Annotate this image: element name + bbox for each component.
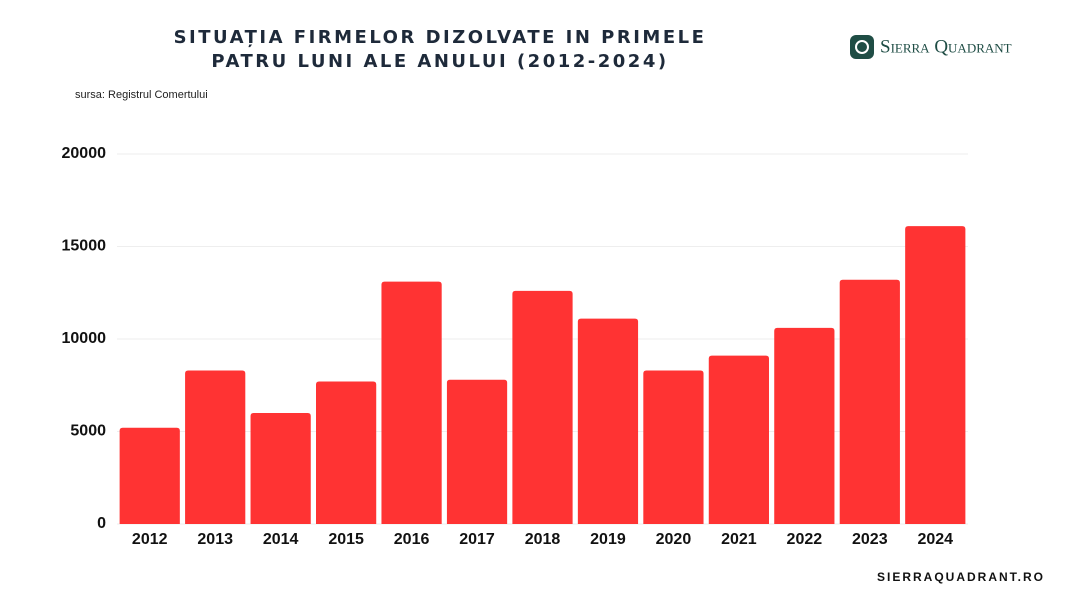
- y-tick-label: 0: [97, 515, 106, 532]
- logo-icon: [850, 35, 874, 59]
- x-tick-label: 2012: [132, 531, 168, 548]
- bar: [185, 370, 246, 524]
- bar: [446, 379, 508, 524]
- chart-subtitle: sursa: Registrul Comertului: [75, 89, 208, 101]
- bar: [839, 279, 900, 524]
- bar: [381, 281, 442, 524]
- brand-logo: Sierra Quadrant: [850, 35, 1012, 59]
- bar: [708, 355, 769, 524]
- bar: [774, 327, 835, 524]
- logo-icon-mark: [855, 40, 869, 54]
- x-tick-label: 2021: [721, 531, 757, 548]
- chart-title: PATRU LUNI ALE ANULUI (2012-2024): [211, 51, 668, 72]
- x-tick-label: 2023: [852, 531, 888, 548]
- y-tick-label: 20000: [62, 145, 107, 162]
- footer: SIERRAQUADRANT.RO: [877, 570, 1045, 584]
- bar: [905, 226, 966, 524]
- x-tick-label: 2018: [525, 531, 561, 548]
- bar: [316, 381, 377, 524]
- bar: [643, 370, 704, 524]
- x-tick-label: 2013: [197, 531, 233, 548]
- x-tick-label: 2020: [656, 531, 692, 548]
- brand-name: Sierra Quadrant: [880, 36, 1012, 57]
- bar: [512, 290, 573, 524]
- x-tick-label: 2015: [328, 531, 364, 548]
- x-tick-label: 2014: [263, 531, 299, 548]
- bar: [577, 318, 639, 524]
- x-tick-label: 2024: [917, 531, 953, 548]
- x-tick-label: 2022: [787, 531, 823, 548]
- bar: [250, 413, 311, 524]
- x-tick-label: 2016: [394, 531, 430, 548]
- chart-title: SITUAȚIA FIRMELOR DIZOLVATE IN PRIMELE: [174, 27, 707, 48]
- x-tick-label: 2017: [459, 531, 495, 548]
- x-tick-label: 2019: [590, 531, 626, 548]
- y-tick-label: 15000: [62, 238, 107, 255]
- bar: [119, 427, 180, 524]
- y-tick-label: 5000: [70, 423, 106, 440]
- y-tick-label: 10000: [62, 330, 107, 347]
